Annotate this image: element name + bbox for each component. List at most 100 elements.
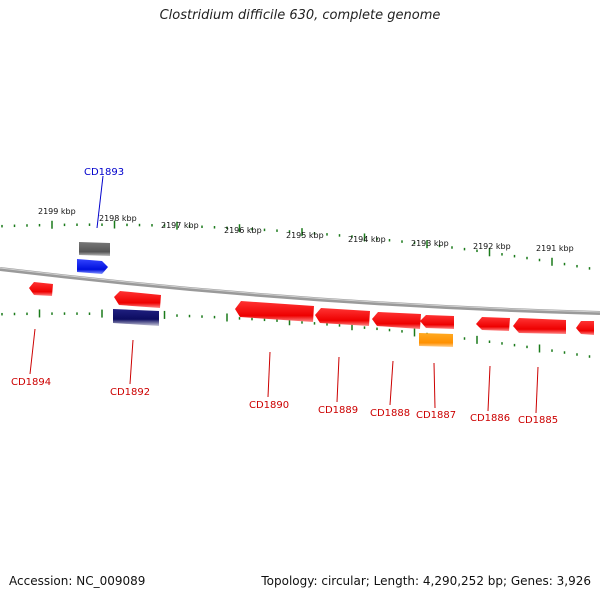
- minor-tick: [76, 223, 78, 226]
- major-tick: [238, 224, 241, 233]
- minor-tick: [401, 240, 403, 243]
- minor-tick: [188, 225, 191, 228]
- minor-tick: [376, 327, 378, 331]
- minor-tick: [163, 224, 166, 227]
- minor-tick: [276, 229, 278, 232]
- minor-tick: [288, 230, 291, 233]
- minor-tick: [126, 223, 128, 227]
- gene-label-cd1894[interactable]: CD1894: [11, 377, 51, 388]
- minor-tick: [538, 258, 541, 262]
- minor-tick: [563, 351, 566, 354]
- minor-tick: [351, 235, 353, 238]
- minor-tick: [338, 324, 341, 327]
- minor-tick: [226, 226, 228, 230]
- minor-tick: [13, 312, 16, 316]
- minor-tick: [176, 314, 178, 317]
- gene-label-cd1889[interactable]: CD1889: [318, 405, 358, 416]
- gene-partial-right[interactable]: [576, 321, 594, 335]
- major-tick: [413, 328, 416, 337]
- minor-tick: [13, 224, 16, 228]
- scale-label: 2195 kbp: [286, 231, 324, 240]
- major-tick: [288, 317, 291, 326]
- minor-tick: [188, 314, 191, 318]
- gene-cd1889[interactable]: [315, 308, 370, 326]
- minor-tick: [388, 238, 391, 242]
- major-tick: [113, 220, 116, 229]
- gene-cd1888[interactable]: [372, 312, 421, 329]
- minor-tick: [476, 249, 478, 253]
- minor-tick: [201, 315, 203, 318]
- major-tick: [551, 257, 553, 266]
- gene-cd1892-navy-feature[interactable]: [113, 309, 159, 326]
- minor-tick: [251, 317, 253, 321]
- minor-tick: [213, 226, 216, 229]
- gene-label-cd1888[interactable]: CD1888: [370, 408, 410, 419]
- scale-labels: 2199 kbp 2198 kbp 2197 kbp 2196 kbp 2195…: [38, 207, 574, 253]
- gene-cd1893[interactable]: [77, 259, 108, 274]
- gene-label-cd1890[interactable]: CD1890: [249, 400, 289, 411]
- gene-label-cd1886[interactable]: CD1886: [470, 413, 510, 424]
- minor-tick: [213, 315, 216, 319]
- gene-label-cd1887[interactable]: CD1887: [416, 410, 456, 421]
- minor-tick: [201, 225, 203, 229]
- minor-tick: [263, 228, 266, 232]
- topology-text: Topology: circular; Length: 4,290,252 bp…: [261, 574, 591, 588]
- minor-tick: [588, 355, 591, 358]
- minor-tick: [138, 223, 141, 227]
- minor-tick: [526, 256, 528, 260]
- major-tick: [538, 344, 541, 353]
- scale-label: 2197 kbp: [161, 221, 199, 230]
- gene-cd1887-orange-feature[interactable]: [419, 333, 453, 347]
- minor-tick: [1, 312, 3, 316]
- scale-label: 2194 kbp: [348, 235, 386, 244]
- gene-label-cd1893[interactable]: CD1893: [84, 167, 124, 178]
- minor-tick: [276, 319, 278, 322]
- minor-tick: [313, 322, 316, 325]
- minor-tick: [101, 223, 103, 226]
- minor-tick: [513, 343, 516, 347]
- minor-tick: [63, 223, 66, 227]
- scale-label: 2196 kbp: [224, 226, 262, 235]
- major-tick: [301, 228, 303, 237]
- major-tick: [363, 233, 366, 242]
- gene-cd1893-dark-feature[interactable]: [79, 242, 110, 256]
- gene-cd1886[interactable]: [476, 317, 510, 331]
- minor-tick: [151, 224, 153, 227]
- major-tick: [51, 220, 53, 229]
- minor-tick: [26, 312, 28, 316]
- scale-ticks-forward: [1, 220, 591, 270]
- minor-tick: [326, 233, 328, 236]
- minor-tick: [563, 262, 566, 266]
- minor-tick: [388, 328, 391, 332]
- gene-cd1885[interactable]: [513, 318, 566, 334]
- minor-tick: [526, 345, 528, 349]
- minor-tick: [501, 253, 503, 256]
- minor-tick: [363, 326, 366, 329]
- gene-label-cd1892[interactable]: CD1892: [110, 387, 150, 398]
- major-tick: [226, 313, 228, 322]
- minor-tick: [463, 337, 466, 340]
- genome-backbone: [0, 267, 600, 315]
- minor-tick: [38, 223, 41, 227]
- minor-tick: [63, 312, 66, 315]
- genome-title: Clostridium difficile 630, complete geno…: [159, 8, 441, 23]
- gene-cd1892[interactable]: [114, 291, 161, 308]
- minor-tick: [376, 237, 378, 241]
- gene-cd1894[interactable]: [29, 282, 53, 296]
- major-tick: [101, 309, 103, 318]
- scale-label: 2198 kbp: [99, 214, 137, 223]
- minor-tick: [451, 246, 453, 249]
- major-tick: [38, 309, 41, 318]
- major-tick: [476, 335, 478, 344]
- gene-label-cd1885[interactable]: CD1885: [518, 415, 558, 426]
- minor-tick: [463, 247, 466, 251]
- minor-tick: [76, 312, 78, 315]
- gene-cd1887[interactable]: [420, 315, 454, 329]
- accession-text: Accession: NC_009089: [9, 574, 146, 588]
- minor-tick: [438, 244, 441, 248]
- minor-tick: [238, 317, 241, 320]
- minor-tick: [338, 234, 341, 237]
- minor-tick: [313, 232, 316, 235]
- gene-cd1890[interactable]: [235, 301, 314, 322]
